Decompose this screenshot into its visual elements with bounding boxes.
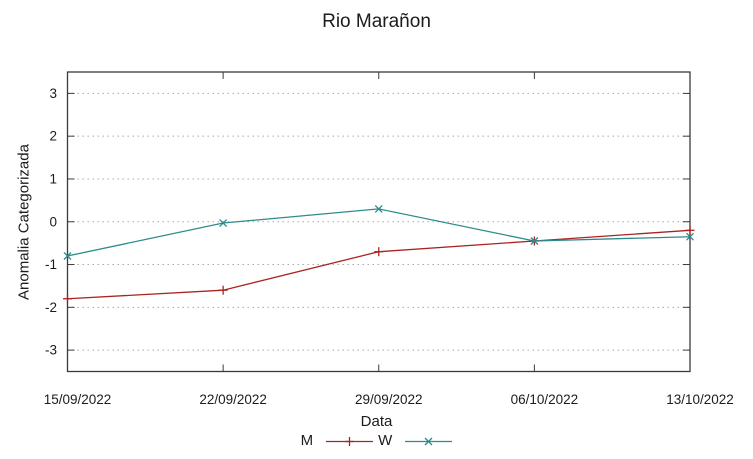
plot-border: [66, 71, 691, 373]
y-tick-label: -3: [45, 343, 57, 358]
y-tick-label: -1: [45, 257, 57, 272]
y-tick-label: 1: [49, 171, 57, 186]
legend-label-M: M: [300, 432, 314, 449]
legend-sample-M: [326, 436, 374, 446]
legend-item-W: W: [378, 432, 453, 449]
y-tick-label: 0: [49, 214, 57, 229]
legend-label-W: W: [378, 432, 393, 449]
series-W: [63, 204, 694, 260]
y-tick-label: 2: [49, 129, 57, 144]
x-tick-label: 13/10/2022: [666, 392, 734, 407]
x-tick-label: 06/10/2022: [511, 392, 579, 407]
axis-ticks: [67, 72, 691, 372]
gridlines: [67, 92, 690, 351]
x-tick-label: 22/09/2022: [199, 392, 267, 407]
x-axis-title: Data: [360, 413, 393, 430]
y-tick-label: -2: [45, 300, 57, 315]
legend-item-M: M: [301, 432, 374, 449]
legend-sample-W: [405, 437, 453, 445]
x-tick-label: 15/09/2022: [44, 392, 112, 407]
chart-title: Rio Marañon: [322, 11, 431, 32]
y-tick-label: 3: [49, 86, 57, 101]
tick-labels: 3 2 1 0 -1 -2 -3 15/09/2022 22/09/2022 29/09/2022…: [44, 86, 734, 407]
x-tick-label: 29/09/2022: [355, 392, 423, 407]
